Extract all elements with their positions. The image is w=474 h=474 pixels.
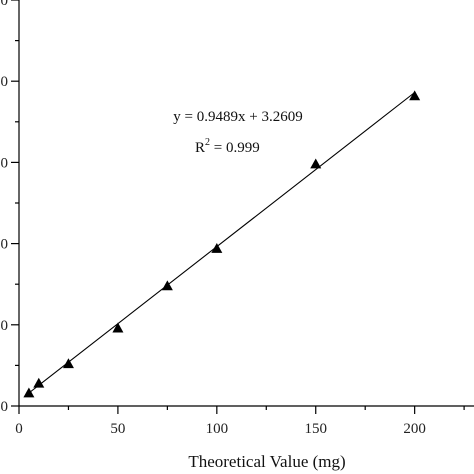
y-tick-label: 200: [0, 74, 8, 90]
x-tick-label: 50: [110, 421, 125, 437]
r-squared: R2 = 0.999: [195, 137, 260, 156]
y-tick-label: 150: [0, 155, 8, 171]
data-point: [33, 377, 45, 388]
data-point: [211, 242, 223, 253]
data-markers: [23, 90, 421, 398]
r-squared-label: R: [195, 140, 205, 156]
y-ticks: 0 50 100 150 200 250: [0, 0, 19, 415]
y-tick-label: 250: [0, 0, 8, 9]
x-axis-title: Theoretical Value (mg): [188, 452, 345, 471]
y-tick-label: 50: [0, 318, 8, 334]
data-point: [310, 158, 322, 169]
x-tick-label: 100: [206, 421, 229, 437]
x-tick-label: 0: [15, 421, 23, 437]
x-tick-label: 150: [304, 421, 327, 437]
x-tick-label: 200: [403, 421, 426, 437]
fit-equation: y = 0.9489x + 3.2609: [173, 109, 302, 125]
y-tick-label: 100: [0, 237, 8, 253]
x-ticks: 0 50 100 150 200: [15, 406, 465, 437]
data-point: [161, 280, 173, 291]
r-squared-value: = 0.999: [210, 140, 260, 156]
data-point: [62, 358, 74, 369]
data-point: [23, 387, 35, 398]
data-point: [409, 90, 421, 101]
r-squared-exponent: 2: [205, 137, 210, 148]
y-tick-label: 0: [1, 399, 9, 415]
data-point: [112, 322, 124, 333]
fit-line: [28, 92, 415, 394]
